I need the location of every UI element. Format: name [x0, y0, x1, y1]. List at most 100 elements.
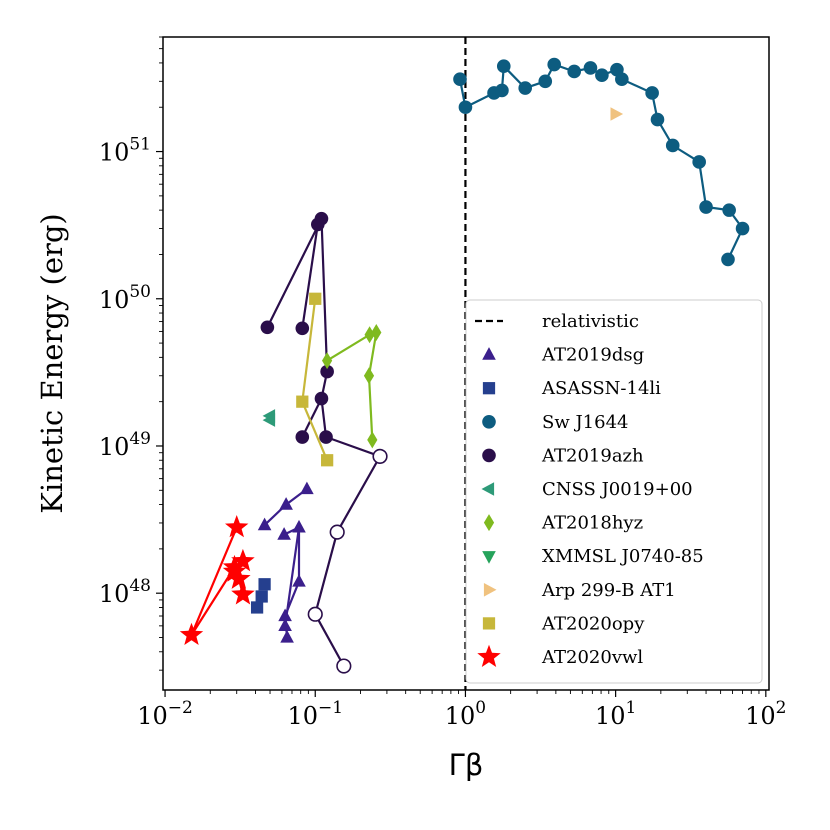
series-line — [301, 224, 319, 329]
data-point — [321, 454, 334, 467]
series-AT2019azh — [260, 211, 388, 674]
data-point — [538, 74, 553, 89]
x-tick-label: 10−2 — [137, 698, 193, 730]
data-point — [722, 203, 736, 217]
x-axis-title: Γβ — [449, 748, 484, 782]
data-point — [336, 658, 352, 674]
legend-marker — [482, 617, 496, 630]
legend-marker — [482, 347, 496, 360]
legend-label: AT2020vwl — [541, 647, 643, 668]
series-line — [326, 330, 378, 440]
series-layer — [179, 37, 750, 690]
data-point — [721, 252, 735, 267]
x-tick-label: 100 — [445, 698, 486, 730]
data-point — [292, 574, 306, 587]
data-point — [567, 64, 582, 79]
y-axis-title: Kinetic Energy (erg) — [35, 213, 69, 513]
data-point — [453, 72, 467, 87]
data-point — [278, 618, 292, 631]
series-ASASSN-14li — [250, 578, 271, 614]
data-point — [260, 320, 275, 335]
legend-marker — [483, 583, 497, 597]
data-point — [735, 221, 750, 236]
legend-marker — [482, 448, 496, 463]
data-point — [320, 364, 334, 379]
data-point — [367, 431, 378, 449]
data-point — [699, 200, 713, 214]
data-point — [307, 606, 323, 622]
data-point — [319, 430, 333, 444]
data-point — [518, 81, 533, 95]
legend: relativistic AT2019dsg ASASSN-14li Sw J1644… — [465, 299, 763, 684]
legend-marker — [477, 644, 501, 667]
x-ticks: 10−2 10−1 100 101 102 — [137, 690, 787, 730]
data-point — [363, 367, 375, 385]
series-AT2019dsg — [257, 481, 314, 643]
series-line — [190, 526, 238, 636]
data-point — [227, 566, 251, 589]
legend-marker — [482, 382, 496, 395]
data-point — [280, 630, 294, 643]
data-point — [258, 578, 271, 591]
legend-marker — [481, 482, 495, 496]
legend-label: CNSS J0019+00 — [542, 479, 693, 500]
data-point — [610, 107, 624, 121]
series-CNSS J0019+00 — [262, 409, 276, 427]
data-point — [322, 352, 333, 370]
data-point — [665, 138, 680, 153]
legend-marker — [482, 415, 496, 429]
data-point — [279, 497, 293, 510]
data-point — [615, 72, 629, 87]
data-point — [458, 100, 473, 115]
series-AT2020vwl — [179, 515, 255, 645]
legend-marker — [482, 551, 496, 564]
x-tick-label: 102 — [745, 698, 786, 730]
data-point — [300, 481, 314, 495]
data-point — [547, 57, 562, 72]
data-point — [179, 622, 204, 645]
data-point — [257, 517, 272, 531]
data-point — [309, 292, 322, 305]
legend-label: AT2018hyz — [541, 513, 643, 534]
data-point — [329, 524, 345, 540]
data-point — [222, 559, 247, 582]
legend-label: AT2020opy — [541, 613, 645, 634]
data-point — [295, 430, 310, 444]
x-tick-label: 101 — [595, 698, 636, 730]
data-point — [231, 582, 255, 605]
x-tick-label: 10−1 — [287, 698, 343, 730]
data-point — [295, 321, 310, 336]
legend-label: ASASSN-14li — [541, 378, 661, 399]
data-point — [225, 515, 249, 538]
data-point — [650, 112, 665, 127]
legend-label: Sw J1644 — [542, 412, 628, 433]
y-tick-label: 1049 — [99, 429, 151, 461]
data-point — [231, 548, 255, 572]
y-ticks: 1048 1049 1050 1051 — [99, 36, 163, 671]
y-tick-label: 1048 — [99, 576, 151, 608]
data-point — [278, 608, 292, 622]
y-tick-label: 1051 — [99, 135, 151, 167]
data-point — [311, 217, 325, 232]
legend-label: Arp 299-B AT1 — [541, 580, 676, 601]
series-Sw J1644 — [453, 57, 750, 267]
data-point — [583, 61, 598, 75]
data-point — [296, 395, 309, 408]
series-Arp 299-B AT1 — [610, 107, 624, 121]
data-point — [250, 601, 264, 614]
data-point — [495, 83, 509, 98]
legend-box — [465, 299, 763, 684]
data-point — [372, 448, 388, 464]
series-line — [266, 218, 323, 328]
series-line — [301, 218, 329, 438]
legend-label: AT2019dsg — [541, 345, 644, 366]
data-point — [371, 324, 382, 341]
legend-label: AT2019azh — [541, 445, 644, 466]
data-point — [292, 519, 306, 533]
data-point — [645, 86, 659, 100]
y-tick-label: 1050 — [99, 282, 151, 314]
data-point — [277, 527, 291, 540]
data-point — [364, 326, 375, 344]
legend-marker — [483, 514, 495, 532]
